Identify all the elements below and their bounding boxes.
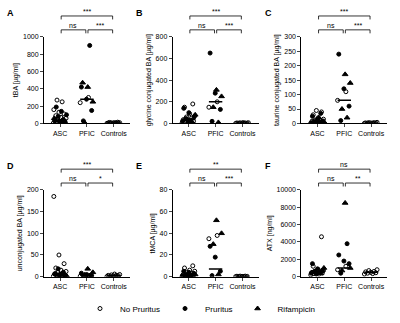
svg-text:20: 20 [160,251,168,258]
svg-text:***: *** [212,8,220,15]
svg-text:250: 250 [284,48,296,55]
svg-text:Pruritus: Pruritus [205,305,233,314]
svg-text:0: 0 [292,120,296,127]
svg-text:4000: 4000 [280,238,296,245]
svg-text:150: 150 [284,77,296,84]
svg-text:ns: ns [198,22,206,29]
svg-text:ASC: ASC [53,130,67,137]
svg-text:ns: ns [327,175,335,182]
svg-text:Controls: Controls [358,130,385,137]
svg-text:**: ** [355,175,361,182]
svg-text:Rifampicin: Rifampicin [278,305,315,314]
svg-text:ns: ns [340,161,348,168]
svg-text:50: 50 [288,105,296,112]
svg-text:***: *** [96,22,104,29]
svg-text:150: 150 [27,208,39,215]
svg-text:tBA [µg/ml]: tBA [µg/ml] [12,63,20,97]
svg-text:glycine conjugated BA [µg/ml]: glycine conjugated BA [µg/ml] [145,34,153,126]
svg-text:Controls: Controls [229,130,256,137]
svg-text:Controls: Controls [229,283,256,290]
svg-text:E: E [136,161,142,171]
svg-text:200: 200 [284,62,296,69]
svg-text:400: 400 [27,85,39,92]
svg-text:***: *** [225,22,233,29]
svg-text:800: 800 [27,51,39,58]
svg-text:0: 0 [163,120,167,127]
svg-text:PFIC: PFIC [208,283,224,290]
svg-text:tMCA [µg/ml]: tMCA [µg/ml] [149,213,157,253]
svg-text:A: A [7,8,14,18]
svg-text:50: 50 [31,251,39,258]
svg-text:ns: ns [198,175,206,182]
svg-text:40: 40 [160,230,168,237]
svg-text:300: 300 [284,33,296,40]
svg-text:Controls: Controls [101,283,128,290]
svg-text:200: 200 [27,103,39,110]
svg-text:80: 80 [160,186,168,193]
svg-text:unconjugated BA [µg/ml]: unconjugated BA [µg/ml] [16,195,24,271]
svg-text:Controls: Controls [358,283,385,290]
svg-text:ASC: ASC [182,283,196,290]
svg-text:PFIC: PFIC [336,130,352,137]
svg-text:ASC: ASC [310,130,324,137]
svg-text:D: D [7,161,14,171]
svg-text:800: 800 [156,33,168,40]
svg-text:***: *** [354,22,362,29]
svg-text:2000: 2000 [280,256,296,263]
svg-text:***: *** [225,175,233,182]
svg-text:200: 200 [156,98,168,105]
svg-text:PFIC: PFIC [79,283,95,290]
svg-text:**: ** [213,161,219,168]
svg-text:F: F [265,161,271,171]
svg-text:10000: 10000 [277,186,297,193]
svg-text:0: 0 [292,273,296,280]
svg-text:ns: ns [69,175,77,182]
svg-text:ASC: ASC [182,130,196,137]
svg-text:100: 100 [27,230,39,237]
svg-text:200: 200 [27,186,39,193]
svg-text:ASC: ASC [310,283,324,290]
svg-text:PFIC: PFIC [208,130,224,137]
svg-text:***: *** [83,161,91,168]
svg-text:ASC: ASC [53,283,67,290]
svg-text:ns: ns [327,22,335,29]
svg-text:PFIC: PFIC [336,283,352,290]
svg-text:taurine conjugated BA [µg/ml]: taurine conjugated BA [µg/ml] [273,34,281,126]
svg-text:0: 0 [163,273,167,280]
svg-text:ATX [ng/ml]: ATX [ng/ml] [266,215,274,251]
svg-text:600: 600 [27,68,39,75]
svg-text:PFIC: PFIC [79,130,95,137]
svg-text:100: 100 [284,91,296,98]
svg-text:***: *** [83,8,91,15]
svg-text:*: * [99,175,102,182]
svg-text:600: 600 [156,55,168,62]
svg-text:0: 0 [35,120,39,127]
svg-text:B: B [136,8,143,18]
svg-text:Controls: Controls [101,130,128,137]
svg-text:***: *** [340,8,348,15]
svg-text:8000: 8000 [280,204,296,211]
svg-text:No Pruritus: No Pruritus [120,305,160,314]
svg-text:ns: ns [69,22,77,29]
svg-text:400: 400 [156,77,168,84]
svg-text:0: 0 [35,273,39,280]
svg-text:60: 60 [160,208,168,215]
svg-text:1000: 1000 [23,33,39,40]
svg-text:C: C [265,8,272,18]
svg-text:6000: 6000 [280,221,296,228]
